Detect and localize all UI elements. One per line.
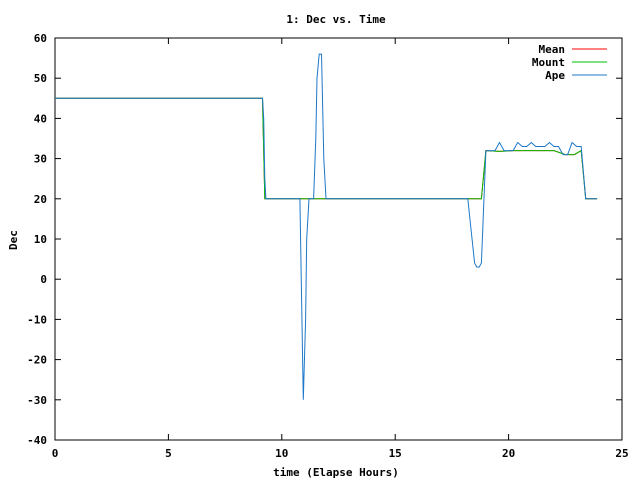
y-axis-label: Dec [7,230,20,250]
x-axis: 0 5 10 15 20 25 [52,38,629,460]
x-tick-label: 20 [502,447,515,460]
y-tick-label: -30 [27,394,47,407]
y-tick-label: 10 [34,233,47,246]
series-line-mean [55,97,598,200]
x-tick-label: 10 [275,447,288,460]
legend-label: Ape [545,69,565,82]
y-tick-label: -20 [27,354,47,367]
x-tick-label: 0 [52,447,59,460]
y-axis: -40 -30 -20 -10 0 10 20 30 40 50 60 [27,32,622,447]
x-tick-label: 5 [165,447,172,460]
x-tick-label: 25 [615,447,628,460]
x-axis-label: time (Elapse Hours) [273,466,399,479]
y-tick-label: 30 [34,153,47,166]
legend-label: Mean [539,43,566,56]
y-tick-label: 40 [34,112,47,125]
series-line-mount [55,97,598,200]
x-tick-label: 15 [389,447,402,460]
chart-title: 1: Dec vs. Time [286,13,386,26]
y-tick-label: 50 [34,72,47,85]
y-tick-label: 60 [34,32,47,45]
series-lines [55,53,598,400]
y-tick-label: 20 [34,193,47,206]
legend-label: Mount [532,56,565,69]
y-tick-label: -10 [27,313,47,326]
series-line-ape [55,53,598,400]
y-tick-label: -40 [27,434,47,447]
y-tick-label: 0 [40,273,47,286]
